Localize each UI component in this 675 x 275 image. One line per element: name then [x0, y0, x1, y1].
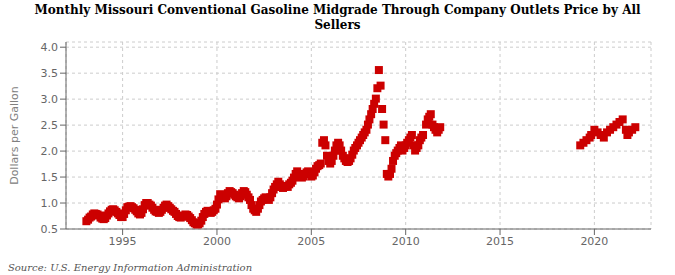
svg-text:2010: 2010	[392, 235, 420, 248]
html-text:Source: U.S. Energy Informatio: Source: U.S. Energy Information Administ…	[8, 262, 253, 273]
svg-text:1.5: 1.5	[41, 171, 59, 184]
svg-text:0.5: 0.5	[41, 223, 59, 236]
svg-text:2000: 2000	[203, 235, 231, 248]
html-text:Sellers: Sellers	[314, 18, 361, 32]
svg-text:2020: 2020	[580, 235, 608, 248]
svg-text:Dollars per Gallon: Dollars per Gallon	[8, 86, 21, 185]
svg-text:3.5: 3.5	[41, 67, 59, 80]
svg-text:3.0: 3.0	[41, 93, 59, 106]
svg-text:1.0: 1.0	[41, 197, 59, 210]
svg-text:4.0: 4.0	[41, 41, 59, 54]
svg-text:2.5: 2.5	[41, 119, 59, 132]
svg-text:2015: 2015	[486, 235, 514, 248]
html-text:Monthly Missouri Conventional: Monthly Missouri Conventional Gasoline M…	[34, 3, 641, 17]
svg-text:2005: 2005	[297, 235, 325, 248]
svg-text:1995: 1995	[109, 235, 137, 248]
svg-text:2.0: 2.0	[41, 145, 59, 158]
